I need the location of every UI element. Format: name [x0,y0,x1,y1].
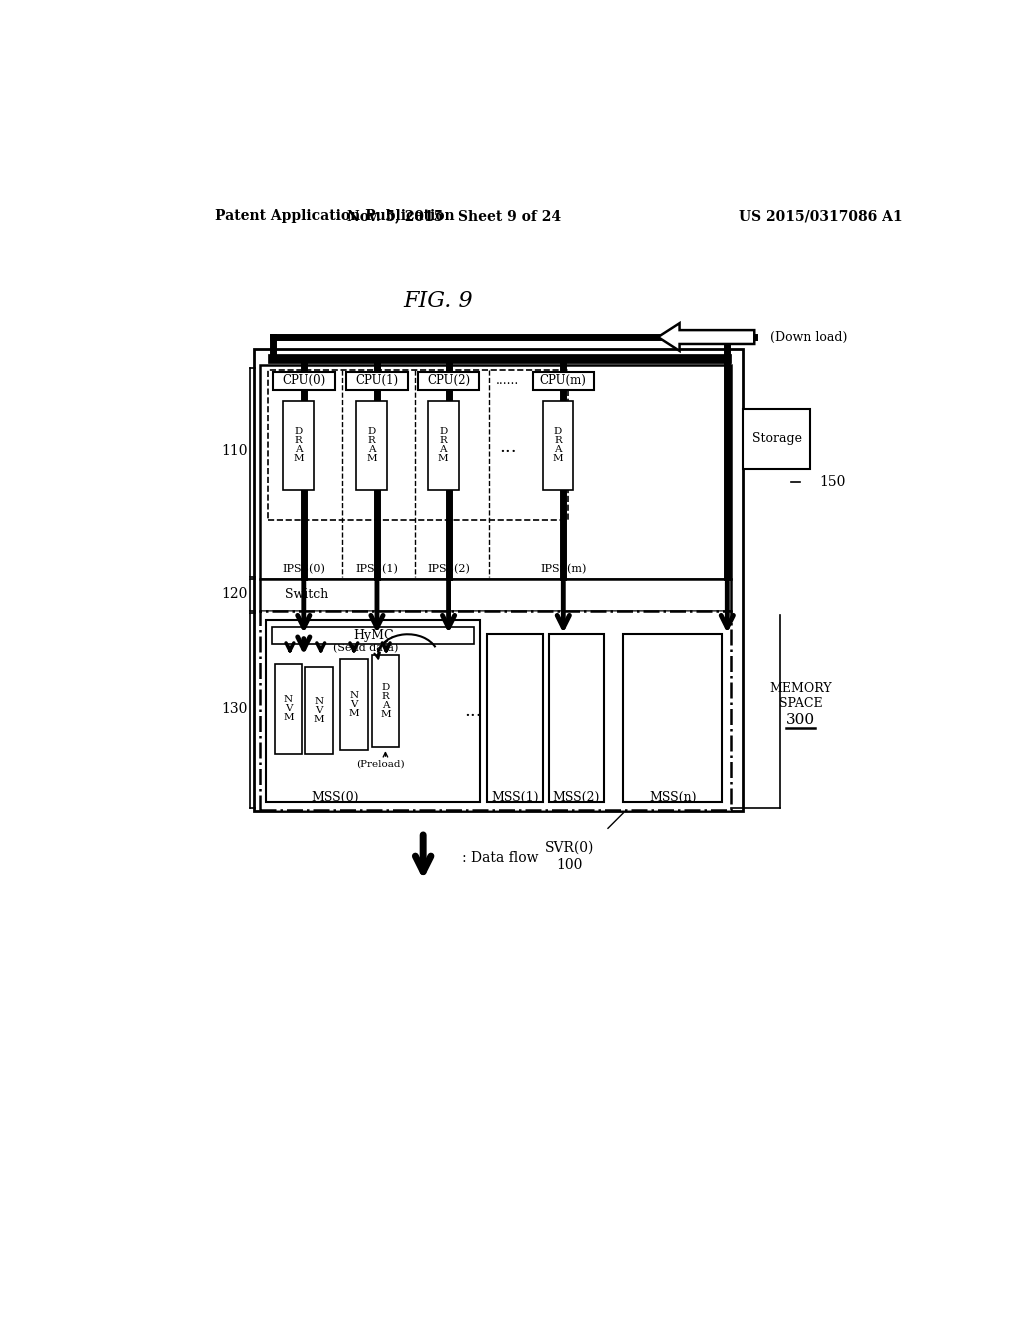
Bar [532,372,594,391]
Bar [742,409,810,469]
Bar [340,659,368,750]
Text: MSS(1): MSS(1) [492,791,539,804]
Bar [274,664,302,755]
Text: Storage: Storage [752,432,802,445]
Bar [346,372,408,391]
Text: CPU(1): CPU(1) [355,375,398,388]
Text: : Data flow: : Data flow [462,850,539,865]
Bar [428,401,459,490]
Text: CPU(m): CPU(m) [540,375,587,388]
Text: CPU(0): CPU(0) [283,375,326,388]
Text: (Send data): (Send data) [333,643,398,653]
Bar [372,655,399,747]
Text: US 2015/0317086 A1: US 2015/0317086 A1 [739,209,902,223]
Text: D
R
A
M: D R A M [438,426,449,463]
Text: ......: ...... [497,375,519,388]
Text: N
V
M: N V M [314,697,325,723]
Bar [283,401,313,490]
Text: CPU(2): CPU(2) [427,375,470,388]
Text: MEMORY
SPACE: MEMORY SPACE [769,682,831,710]
Text: Patent Application Publication: Patent Application Publication [215,209,455,223]
Bar [272,627,474,644]
Text: 120: 120 [221,587,248,601]
Text: ...: ... [465,702,482,721]
Text: MSS(0): MSS(0) [311,791,358,804]
Text: IPSS(1): IPSS(1) [355,564,398,574]
Text: MSS(2): MSS(2) [553,791,600,804]
Bar [267,370,568,520]
Text: 150: 150 [819,475,846,488]
Bar [543,401,573,490]
Text: D
R
A
M: D R A M [367,426,377,463]
Bar [254,350,742,812]
Text: D
R
A
M: D R A M [380,684,391,719]
Text: (Down load): (Down load) [770,330,847,343]
Text: MSS(n): MSS(n) [649,791,696,804]
Text: 110: 110 [221,444,248,458]
Bar [305,667,333,755]
Bar [260,578,731,611]
Text: IPSS(m): IPSS(m) [540,564,587,574]
Bar [624,635,722,803]
Text: (Preload): (Preload) [356,759,406,768]
Bar [273,372,335,391]
Text: D
R
A
M: D R A M [553,426,563,463]
Bar [260,611,731,810]
Text: 300: 300 [785,714,815,727]
Polygon shape [658,323,755,351]
Text: 130: 130 [221,702,248,715]
Text: HyMC: HyMC [353,630,393,643]
Text: Switch: Switch [285,587,328,601]
Text: IPSS(2): IPSS(2) [427,564,470,574]
Bar [266,620,480,803]
Text: Nov. 5, 2015   Sheet 9 of 24: Nov. 5, 2015 Sheet 9 of 24 [347,209,561,223]
Text: IPSS(0): IPSS(0) [283,564,326,574]
Bar [487,635,543,803]
Text: FIG. 9: FIG. 9 [403,290,473,312]
Bar [418,372,479,391]
Text: ...: ... [499,438,517,457]
Text: N
V
M: N V M [348,690,359,718]
Text: 100: 100 [556,858,583,873]
Text: D
R
A
M: D R A M [293,426,304,463]
Bar [356,401,387,490]
Bar [260,364,731,579]
Bar [549,635,604,803]
Text: SVR(0): SVR(0) [545,841,594,854]
Text: N
V
M: N V M [283,696,294,722]
